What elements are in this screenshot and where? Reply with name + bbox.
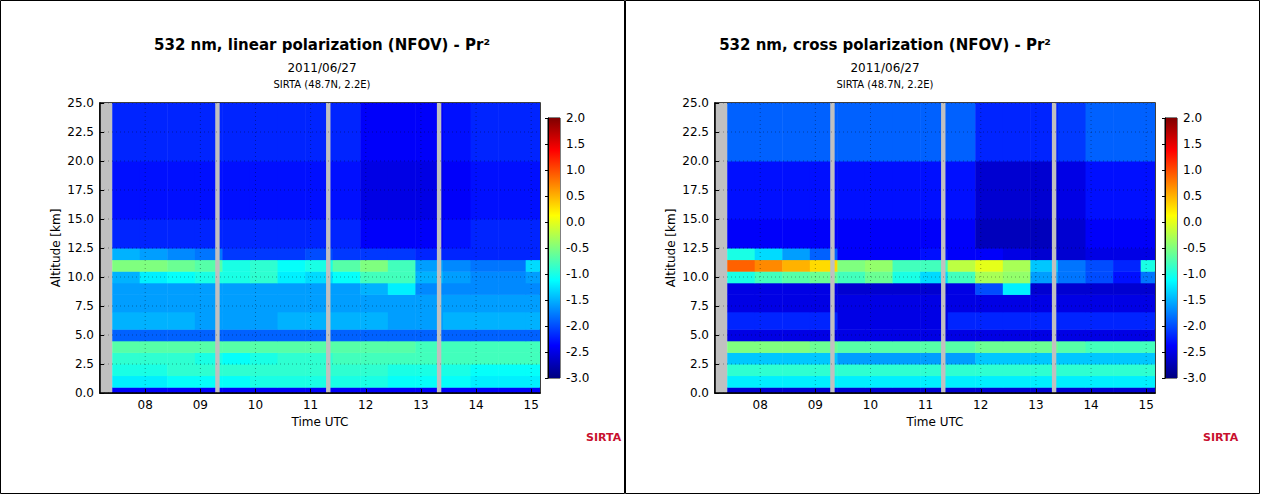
svg-text:08: 08 <box>753 398 768 412</box>
svg-text:20.0: 20.0 <box>67 154 94 168</box>
svg-text:-3.0: -3.0 <box>566 371 589 385</box>
svg-text:-2.5: -2.5 <box>1183 345 1206 359</box>
svg-text:0.5: 0.5 <box>1183 189 1202 203</box>
svg-text:10.0: 10.0 <box>67 270 94 284</box>
svg-text:1.5: 1.5 <box>1183 137 1202 151</box>
svg-text:0.0: 0.0 <box>566 215 585 229</box>
svg-text:13: 13 <box>413 398 428 412</box>
svg-text:0.5: 0.5 <box>566 189 585 203</box>
svg-text:11: 11 <box>918 398 933 412</box>
svg-text:-0.5: -0.5 <box>566 241 589 255</box>
svg-text:-1.5: -1.5 <box>566 293 589 307</box>
svg-text:09: 09 <box>808 398 823 412</box>
svg-text:2.5: 2.5 <box>690 357 709 371</box>
svg-text:-2.0: -2.0 <box>566 319 589 333</box>
svg-text:2.0: 2.0 <box>566 111 585 125</box>
svg-text:Time UTC: Time UTC <box>906 415 964 429</box>
svg-text:20.0: 20.0 <box>682 154 709 168</box>
svg-text:1.0: 1.0 <box>566 163 585 177</box>
svg-text:2.0: 2.0 <box>1183 111 1202 125</box>
svg-text:09: 09 <box>193 398 208 412</box>
svg-text:12.5: 12.5 <box>67 241 94 255</box>
svg-text:12: 12 <box>358 398 373 412</box>
svg-text:12: 12 <box>973 398 988 412</box>
svg-text:15.0: 15.0 <box>67 212 94 226</box>
svg-text:532 nm, linear polarization (N: 532 nm, linear polarization (NFOV) - Pr² <box>154 36 490 54</box>
svg-text:25.0: 25.0 <box>67 96 94 110</box>
svg-text:-2.5: -2.5 <box>566 345 589 359</box>
svg-text:2011/06/27: 2011/06/27 <box>850 61 919 75</box>
svg-text:12.5: 12.5 <box>682 241 709 255</box>
svg-text:-1.0: -1.0 <box>1183 267 1206 281</box>
svg-text:532 nm, cross polarization (NF: 532 nm, cross polarization (NFOV) - Pr² <box>719 36 1051 54</box>
svg-text:-2.0: -2.0 <box>1183 319 1206 333</box>
svg-text:SIRTA: SIRTA <box>1203 431 1239 444</box>
svg-text:17.5: 17.5 <box>682 183 709 197</box>
svg-text:1.0: 1.0 <box>1183 163 1202 177</box>
svg-text:5.0: 5.0 <box>690 328 709 342</box>
svg-text:25.0: 25.0 <box>682 96 709 110</box>
svg-text:2.5: 2.5 <box>75 357 94 371</box>
svg-text:22.5: 22.5 <box>682 125 709 139</box>
svg-text:10.0: 10.0 <box>682 270 709 284</box>
svg-text:0.0: 0.0 <box>1183 215 1202 229</box>
svg-text:0.0: 0.0 <box>75 386 94 400</box>
svg-text:-1.5: -1.5 <box>1183 293 1206 307</box>
svg-text:-0.5: -0.5 <box>1183 241 1206 255</box>
svg-text:1.5: 1.5 <box>566 137 585 151</box>
svg-text:15.0: 15.0 <box>682 212 709 226</box>
svg-text:10: 10 <box>248 398 263 412</box>
svg-text:15: 15 <box>524 398 539 412</box>
svg-text:17.5: 17.5 <box>67 183 94 197</box>
svg-text:SIRTA (48.7N, 2.2E): SIRTA (48.7N, 2.2E) <box>274 79 371 90</box>
svg-text:7.5: 7.5 <box>690 299 709 313</box>
svg-text:7.5: 7.5 <box>75 299 94 313</box>
svg-text:15: 15 <box>1139 398 1154 412</box>
svg-text:Altitude [km]: Altitude [km] <box>664 209 678 288</box>
svg-text:14: 14 <box>468 398 483 412</box>
svg-text:-1.0: -1.0 <box>566 267 589 281</box>
svg-text:Altitude [km]: Altitude [km] <box>49 209 63 288</box>
svg-text:11: 11 <box>303 398 318 412</box>
svg-text:22.5: 22.5 <box>67 125 94 139</box>
svg-text:0.0: 0.0 <box>690 386 709 400</box>
svg-text:5.0: 5.0 <box>75 328 94 342</box>
svg-text:10: 10 <box>863 398 878 412</box>
svg-text:14: 14 <box>1083 398 1098 412</box>
svg-text:2011/06/27: 2011/06/27 <box>287 61 356 75</box>
svg-text:08: 08 <box>138 398 153 412</box>
svg-text:SIRTA (48.7N, 2.2E): SIRTA (48.7N, 2.2E) <box>837 79 934 90</box>
svg-text:SIRTA: SIRTA <box>586 431 622 444</box>
svg-text:-3.0: -3.0 <box>1183 371 1206 385</box>
svg-text:Time UTC: Time UTC <box>291 415 349 429</box>
svg-text:13: 13 <box>1028 398 1043 412</box>
